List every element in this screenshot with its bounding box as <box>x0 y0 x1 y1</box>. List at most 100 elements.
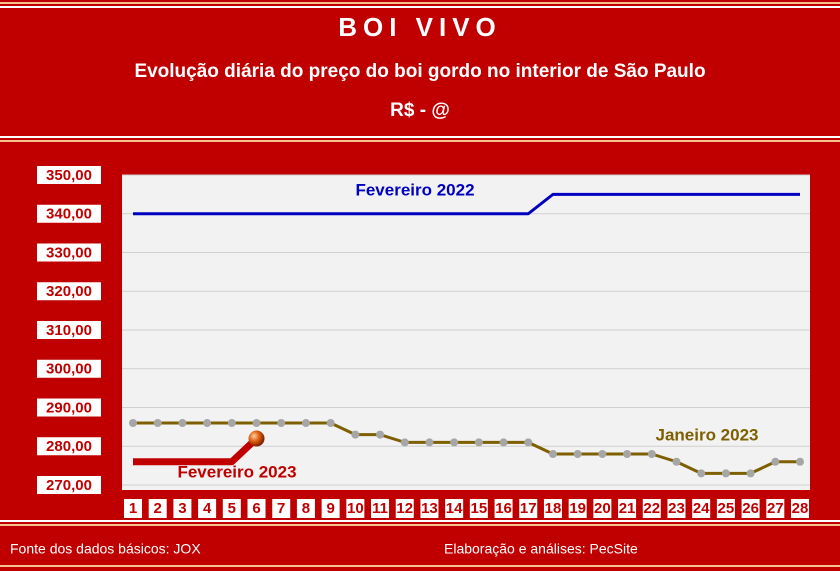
x-tick-box <box>371 499 390 518</box>
x-tick-box <box>692 499 711 518</box>
x-tick-box <box>716 499 735 518</box>
x-tick-label: 15 <box>471 500 488 517</box>
y-tick-label: 340,00 <box>46 206 92 223</box>
x-tick-label: 26 <box>742 500 759 517</box>
x-tick-box <box>148 499 167 518</box>
point-marker <box>376 430 385 439</box>
x-tick-box <box>667 499 686 518</box>
x-tick-box <box>766 499 785 518</box>
x-tick-box <box>296 499 315 518</box>
point-marker <box>548 450 557 458</box>
y-tick-box <box>37 437 101 456</box>
x-tick-label: 3 <box>178 500 186 517</box>
point-marker <box>499 438 508 447</box>
point-marker <box>647 450 656 458</box>
x-tick-box <box>618 499 637 518</box>
x-tick-box <box>494 499 513 518</box>
x-tick-label: 14 <box>446 500 463 517</box>
x-tick-label: 4 <box>203 500 212 517</box>
chart-title: BOI VIVO <box>338 12 502 42</box>
y-tick-label: 270,00 <box>46 477 92 494</box>
y-tick-label: 310,00 <box>46 322 92 339</box>
point-marker <box>178 419 187 427</box>
x-tick-label: 1 <box>129 500 137 517</box>
x-tick-box <box>543 499 562 518</box>
x-tick-label: 18 <box>545 500 562 517</box>
point-marker <box>697 469 706 478</box>
point-marker <box>301 419 310 427</box>
series-label: Fevereiro 2022 <box>355 180 474 199</box>
point-marker <box>203 419 212 427</box>
x-tick-label: 28 <box>792 500 809 517</box>
x-tick-label: 8 <box>302 500 310 517</box>
point-marker <box>474 438 483 447</box>
x-tick-box <box>247 499 266 518</box>
x-tick-box <box>642 499 661 518</box>
point-marker <box>796 457 804 466</box>
x-tick-label: 27 <box>767 500 784 517</box>
point-marker <box>425 438 434 447</box>
series-line <box>133 192 800 216</box>
y-tick-label: 280,00 <box>46 438 92 455</box>
y-tick-box <box>37 166 101 184</box>
x-tick-label: 19 <box>569 500 586 517</box>
point-marker <box>672 457 681 466</box>
y-tick-box <box>37 282 101 301</box>
x-tick-label: 21 <box>619 500 636 517</box>
x-tick-box <box>272 499 291 518</box>
y-tick-box <box>37 204 101 223</box>
x-tick-box <box>346 499 365 518</box>
x-tick-label: 22 <box>643 500 660 517</box>
chart-layer: 270,00 280,00 290,00 300,00 310,00 320,00 330,… <box>37 166 810 518</box>
point-marker <box>129 419 137 427</box>
point-marker <box>598 450 607 458</box>
x-tick-label: 20 <box>594 500 611 517</box>
point-marker <box>771 457 780 466</box>
y-tick-label: 300,00 <box>46 361 92 378</box>
y-tick-label: 290,00 <box>46 399 92 416</box>
footer-source: Fonte dos dados básicos: JOX <box>10 541 201 557</box>
chart-subtitle: Evolução diária do preço do boi gordo no… <box>134 61 705 82</box>
point-marker <box>623 450 632 458</box>
footer-credit: Elaboração e análises: PecSite <box>444 541 638 557</box>
y-tick-box <box>37 476 101 494</box>
x-tick-box <box>568 499 587 518</box>
x-tick-label: 12 <box>396 500 413 517</box>
x-tick-label: 16 <box>495 500 512 517</box>
point-marker <box>746 469 755 478</box>
series-line <box>133 435 259 466</box>
y-tick-box <box>37 243 101 262</box>
x-tick-label: 17 <box>520 500 537 517</box>
y-tick-label: 320,00 <box>46 283 92 300</box>
point-marker <box>721 469 730 478</box>
point-marker <box>351 430 360 439</box>
end-marker <box>248 430 265 447</box>
x-tick-label: 7 <box>277 500 285 517</box>
x-tick-box <box>222 499 241 518</box>
point-marker <box>326 419 335 427</box>
x-tick-label: 11 <box>372 500 388 517</box>
x-tick-box <box>791 499 809 518</box>
series-line <box>133 421 800 475</box>
series-label: Janeiro 2023 <box>655 425 758 444</box>
point-marker <box>573 450 582 458</box>
x-tick-box <box>593 499 612 518</box>
y-tick-box <box>37 321 101 339</box>
point-marker <box>277 419 286 427</box>
x-tick-label: 2 <box>154 500 162 517</box>
x-tick-label: 24 <box>693 500 710 517</box>
point-marker <box>227 419 236 427</box>
series-label: Fevereiro 2023 <box>177 462 296 481</box>
y-tick-box <box>37 359 101 378</box>
x-tick-box <box>321 499 340 518</box>
point-marker <box>524 438 533 447</box>
point-marker <box>450 438 459 447</box>
x-tick-label: 13 <box>421 500 438 517</box>
x-tick-box <box>198 499 217 518</box>
x-tick-label: 23 <box>668 500 685 517</box>
x-tick-box <box>741 499 760 518</box>
x-tick-label: 9 <box>326 500 334 517</box>
unit-label: R$ - @ <box>390 100 450 121</box>
